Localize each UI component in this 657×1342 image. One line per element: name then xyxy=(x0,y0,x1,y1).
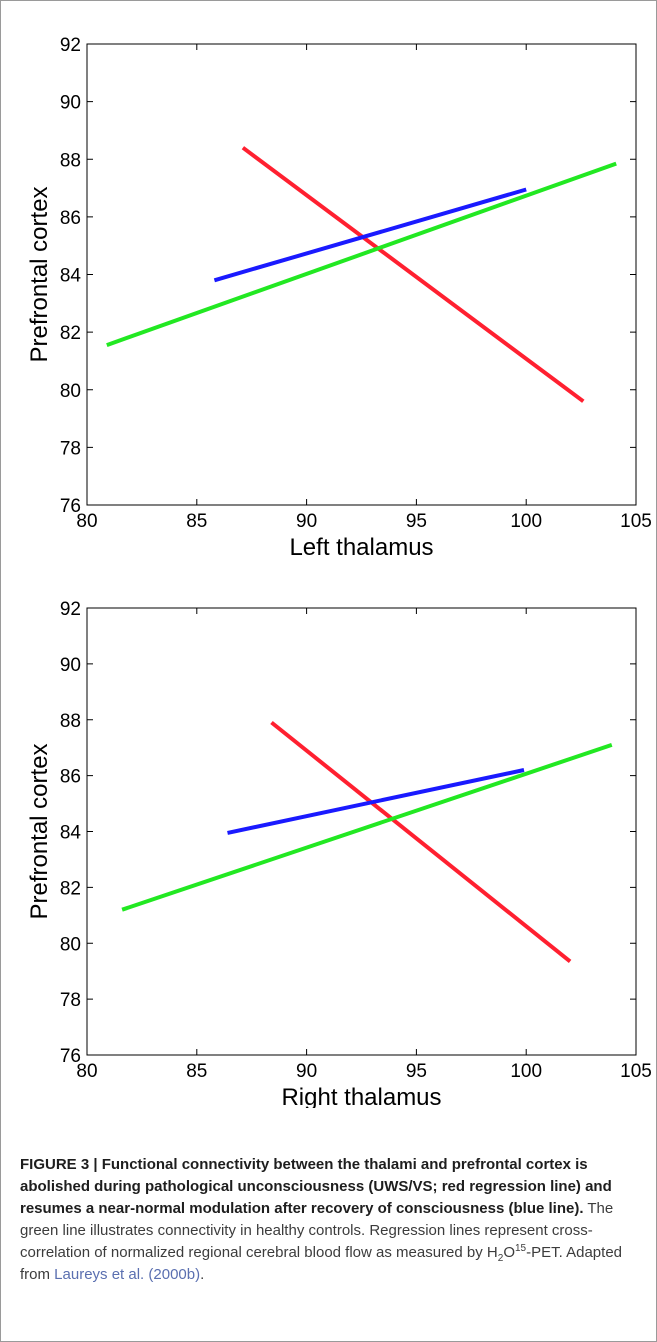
y-tick-label: 88 xyxy=(60,150,81,171)
x-tick-label: 85 xyxy=(186,511,207,532)
x-tick-label: 95 xyxy=(406,1061,427,1082)
y-tick-label: 82 xyxy=(60,878,81,899)
x-tick-label: 90 xyxy=(296,511,317,532)
y-tick-label: 84 xyxy=(60,266,82,287)
regression-line-3 xyxy=(106,161,617,347)
y-tick-label: 84 xyxy=(60,823,82,844)
plot-axes-box xyxy=(86,43,637,506)
x-tick-label: 85 xyxy=(186,1061,207,1082)
caption-subscript: 2 xyxy=(497,1253,504,1264)
y-tick-label: 88 xyxy=(60,711,81,732)
x-tick-label: 90 xyxy=(296,1061,317,1082)
caption-mid: O xyxy=(503,1244,515,1261)
chart-left-thalamus-svg: 80 85 90 95 100 105 76 78 80 82 84 86 88 90 92 Left tha… xyxy=(26,35,652,561)
caption-reference-link[interactable]: Laureys et al. (2000b) xyxy=(54,1266,201,1283)
regression-line-1 xyxy=(270,720,572,963)
x-tick-label: 95 xyxy=(406,511,427,532)
y-tick-label: 86 xyxy=(60,208,81,229)
chart-right-thalamus-svg: 80 85 90 95 100 105 76 78 80 82 84 86 88 90 92 Right th… xyxy=(26,599,652,1108)
regression-line-3 xyxy=(121,743,613,912)
y-axis-title: Prefrontal cortex xyxy=(26,186,53,362)
caption-superscript: 15 xyxy=(514,1243,527,1254)
caption-text-2: -PET. Adapted from xyxy=(20,1244,623,1283)
chart-panel-left-thalamus: 80 85 90 95 100 105 76 78 80 82 84 86 88 90 92 Left tha… xyxy=(0,0,657,575)
figure-caption: FIGURE 3 | Functional connectivity betwe… xyxy=(20,1154,640,1286)
regression-line-2 xyxy=(227,768,525,835)
regression-line-1 xyxy=(241,146,585,403)
plot-axes-box xyxy=(86,607,637,1056)
y-tick-label: 90 xyxy=(60,93,81,114)
caption-label: FIGURE 3 | Functional connectivity betwe… xyxy=(20,1156,612,1217)
y-tick-label: 92 xyxy=(60,599,81,620)
x-axis-title: Left thalamus xyxy=(289,534,433,561)
y-tick-label: 76 xyxy=(60,496,81,517)
x-tick-label: 105 xyxy=(620,511,652,532)
x-tick-label: 80 xyxy=(76,511,97,532)
y-tick-label: 90 xyxy=(60,655,81,676)
x-tick-label: 80 xyxy=(76,1061,97,1082)
y-tick-label: 80 xyxy=(60,934,81,955)
x-axis-title: Right thalamus xyxy=(281,1084,441,1108)
y-tick-label: 82 xyxy=(60,323,81,344)
x-tick-label: 100 xyxy=(510,511,542,532)
regression-line-2 xyxy=(213,187,527,283)
y-tick-label: 80 xyxy=(60,381,81,402)
y-tick-label: 78 xyxy=(60,438,81,459)
x-tick-label: 105 xyxy=(620,1061,652,1082)
y-tick-label: 78 xyxy=(60,990,81,1011)
y-axis-title: Prefrontal cortex xyxy=(26,743,53,919)
caption-end: . xyxy=(200,1266,205,1283)
chart-panel-right-thalamus: 80 85 90 95 100 105 76 78 80 82 84 86 88 90 92 Right th… xyxy=(0,588,657,1108)
caption-text-1: The green line illustrates connectivity … xyxy=(20,1200,614,1261)
x-tick-label: 100 xyxy=(510,1061,542,1082)
y-tick-label: 76 xyxy=(60,1046,81,1067)
y-tick-label: 92 xyxy=(60,35,81,56)
y-tick-label: 86 xyxy=(60,767,81,788)
